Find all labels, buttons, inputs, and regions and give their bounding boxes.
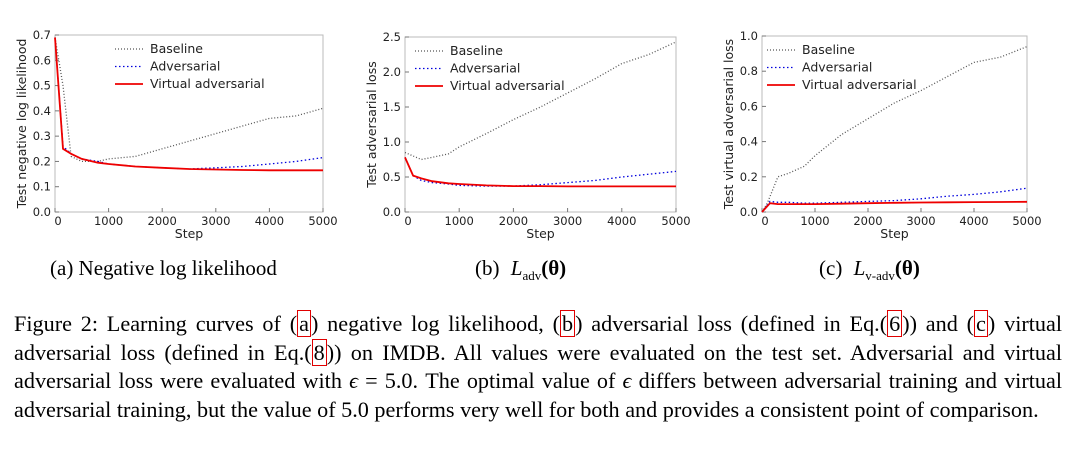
x-tick-label: 3000 — [906, 214, 935, 228]
y-axis-label: Test virtual adversarial loss — [721, 39, 736, 210]
y-tick-label: 0.7 — [33, 28, 51, 42]
x-tick-label: 2000 — [499, 214, 528, 228]
y-tick-label: 0.5 — [383, 170, 401, 184]
caption-link-eq8[interactable]: 8 — [311, 338, 327, 366]
legend-label: Virtual adversarial — [150, 76, 265, 91]
caption-text-7: = 5.0. The optimal value of — [358, 368, 623, 393]
x-tick-label: 4000 — [959, 214, 988, 228]
y-tick-label: 1.0 — [383, 135, 401, 149]
series-line-adversarial — [54, 37, 324, 170]
legend-label: Baseline — [802, 42, 855, 57]
panel-c: 0.0 0.2 0.4 0.6 0.8 1.0 0 1000 2000 3000 4000 5000 S… — [707, 0, 1072, 300]
legend-label: Baseline — [450, 43, 503, 58]
caption-text-1: Figure 2: Learning curves of ( — [14, 311, 298, 336]
x-tick-label: 3000 — [553, 214, 582, 228]
x-tick-label: 2000 — [148, 214, 177, 228]
x-tick-label: 4000 — [255, 214, 284, 228]
x-tick-label: 1000 — [800, 214, 829, 228]
series-line-baseline — [54, 37, 324, 163]
caption-link-a[interactable]: a — [297, 310, 311, 337]
x-tick-label: 1000 — [94, 214, 123, 228]
legend-label: Adversarial — [450, 61, 520, 76]
y-tick-label: 2.0 — [383, 65, 401, 79]
caption-epsilon-1: ϵ — [349, 368, 359, 393]
panel-a: 0.0 0.1 0.2 0.3 0.4 0.5 0.6 0.7 0 1000 2000 3000 400… — [0, 0, 355, 300]
x-tick-label: 2000 — [853, 214, 882, 228]
caption-text-6: )) on IMDB. All values were evaluated on… — [14, 339, 1063, 394]
y-tick-label: 0.4 — [33, 104, 51, 118]
caption-link-b[interactable]: b — [560, 310, 576, 337]
y-tick-label: 0.8 — [740, 64, 758, 78]
subcaption-c-subscript: v-adv — [865, 268, 895, 284]
series-line-baseline — [404, 41, 677, 161]
caption-text-2: ) negative log likelihood, ( — [310, 311, 560, 336]
x-axis-label: Step — [175, 226, 204, 241]
subcaption-b-subscript: adv — [522, 268, 542, 284]
x-tick-label: 5000 — [1012, 214, 1041, 228]
plot-frame — [54, 34, 324, 213]
caption-text-3: ) adversarial loss (defined in Eq.( — [575, 311, 888, 336]
y-tick-label: 1.0 — [740, 29, 758, 43]
y-tick-label: 0.0 — [383, 205, 401, 219]
caption-text-4: )) and ( — [902, 311, 975, 336]
y-tick-label: 0.2 — [740, 170, 758, 184]
y-axis-label: Test adversarial loss — [364, 61, 379, 188]
x-tick-label: 1000 — [445, 214, 474, 228]
legend-label: Adversarial — [802, 60, 872, 75]
chart-virtual-adversarial-loss: 0.0 0.2 0.4 0.6 0.8 1.0 0 1000 2000 3000 4000 5000 S… — [721, 29, 1042, 241]
y-tick-label: 1.5 — [383, 100, 401, 114]
plot-frame — [404, 36, 677, 213]
x-tick-label: 0 — [761, 214, 768, 228]
legend-label: Baseline — [150, 41, 203, 56]
caption-text-5: ) virtual adversarial loss (defined in E… — [14, 311, 1063, 365]
series-line-virtual-adversarial — [54, 37, 323, 172]
figure-panels: 0.0 0.1 0.2 0.3 0.4 0.5 0.6 0.7 0 1000 2000 3000 400… — [0, 0, 1072, 300]
subcaption-b: (b) Ladv(θ) — [475, 256, 566, 284]
panel-b: 0.0 0.5 1.0 1.5 2.0 2.5 0 1000 2000 3000 4000 5000 S… — [355, 0, 707, 300]
x-axis-label: Step — [880, 226, 909, 241]
y-tick-label: 0.0 — [33, 205, 51, 219]
y-tick-label: 0.6 — [740, 99, 758, 113]
series-line-adversarial — [404, 157, 677, 187]
x-tick-label: 0 — [404, 214, 411, 228]
y-tick-label: 2.5 — [383, 30, 401, 44]
chart-negative-log-likelihood: 0.0 0.1 0.2 0.3 0.4 0.5 0.6 0.7 0 1000 2000 3000 400… — [14, 28, 338, 241]
y-tick-label: 0.2 — [33, 154, 51, 168]
figure-caption: Figure 2: Learning curves of (a) negativ… — [14, 310, 1062, 424]
y-tick-label: 0.5 — [33, 79, 51, 93]
y-tick-label: 0.0 — [740, 205, 758, 219]
subcaption-c: (c) Lv-adv(θ) — [819, 256, 920, 284]
caption-text-8: differs between adversarial training and… — [14, 368, 1062, 422]
subcaption-b-symbol: L — [510, 256, 523, 280]
subcaption-a: (a) Negative log likelihood — [50, 256, 277, 280]
x-tick-label: 5000 — [308, 214, 337, 228]
legend-label: Virtual adversarial — [450, 78, 565, 93]
y-tick-label: 0.4 — [740, 135, 758, 149]
subcaption-c-argument: (θ) — [894, 256, 920, 280]
series-line-adversarial — [761, 187, 1028, 213]
x-tick-label: 0 — [54, 214, 61, 228]
plot-frame — [761, 35, 1028, 213]
legend-label: Adversarial — [150, 59, 220, 74]
subcaption-c-label: (c) — [819, 256, 843, 280]
x-axis-label: Step — [526, 226, 555, 241]
chart-adversarial-loss: 0.0 0.5 1.0 1.5 2.0 2.5 0 1000 2000 3000 4000 5000 S… — [364, 30, 691, 241]
caption-link-c[interactable]: c — [974, 310, 988, 337]
y-tick-label: 0.3 — [33, 129, 51, 143]
subcaption-b-argument: (θ) — [541, 256, 567, 280]
series-line-virtual-adversarial — [404, 157, 676, 188]
y-tick-label: 0.1 — [33, 180, 51, 194]
caption-epsilon-2: ϵ — [622, 368, 632, 393]
subcaption-b-label: (b) — [475, 256, 500, 280]
x-tick-label: 3000 — [201, 214, 230, 228]
caption-link-eq6[interactable]: 6 — [887, 310, 903, 337]
x-tick-label: 4000 — [607, 214, 636, 228]
series-line-virtual-adversarial — [761, 200, 1028, 213]
subcaption-c-symbol: L — [853, 256, 866, 280]
x-tick-label: 5000 — [661, 214, 690, 228]
legend-label: Virtual adversarial — [802, 77, 917, 92]
y-tick-label: 0.6 — [33, 53, 51, 67]
y-axis-label: Test negative log likelihood — [14, 39, 29, 210]
